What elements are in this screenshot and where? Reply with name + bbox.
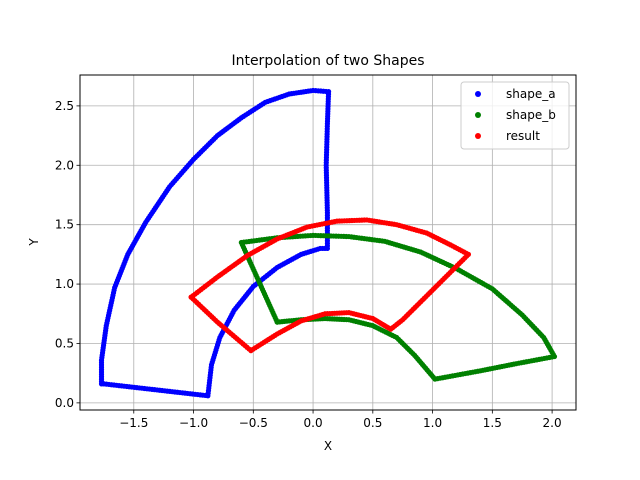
legend-label: shape_b [506, 108, 556, 122]
legend-label: shape_a [506, 87, 556, 101]
axes-frame [79, 74, 577, 411]
axis-ticks: −1.5 −1.0 −0.5 0.0 0.5 1.0 1.5 2.0 0.0 0.5 1.0 1.5 2… [55, 99, 562, 430]
plot-area [98, 87, 558, 399]
legend-marker [475, 112, 481, 118]
x-tick-label: 0.5 [363, 416, 382, 430]
series-shape-a [98, 87, 332, 399]
x-axis-label: X [324, 439, 332, 453]
y-tick-label: 2.5 [55, 99, 74, 113]
x-tick-label: 1.0 [423, 416, 442, 430]
legend-marker [475, 133, 481, 139]
legend-marker [475, 91, 481, 97]
y-tick-label: 0.5 [55, 336, 74, 350]
x-tick-label: 0.0 [304, 416, 323, 430]
y-tick-label: 2.0 [55, 158, 74, 172]
x-tick-label: 2.0 [543, 416, 562, 430]
legend-box [460, 81, 570, 150]
x-tick-label: −1.0 [179, 416, 208, 430]
y-tick-label: 0.0 [55, 396, 74, 410]
data-point [188, 294, 194, 300]
y-axis-label: Y [27, 238, 41, 247]
x-tick-label: 1.5 [483, 416, 502, 430]
y-tick-label: 1.0 [55, 277, 74, 291]
y-tick-label: 1.5 [55, 218, 74, 232]
series-result [188, 217, 472, 354]
data-point [98, 381, 105, 387]
x-tick-label: −1.5 [119, 416, 148, 430]
x-tick-label: −0.5 [239, 416, 268, 430]
data-point [274, 319, 280, 325]
legend-label: result [506, 129, 540, 143]
chart-title: Interpolation of two Shapes [231, 53, 424, 69]
